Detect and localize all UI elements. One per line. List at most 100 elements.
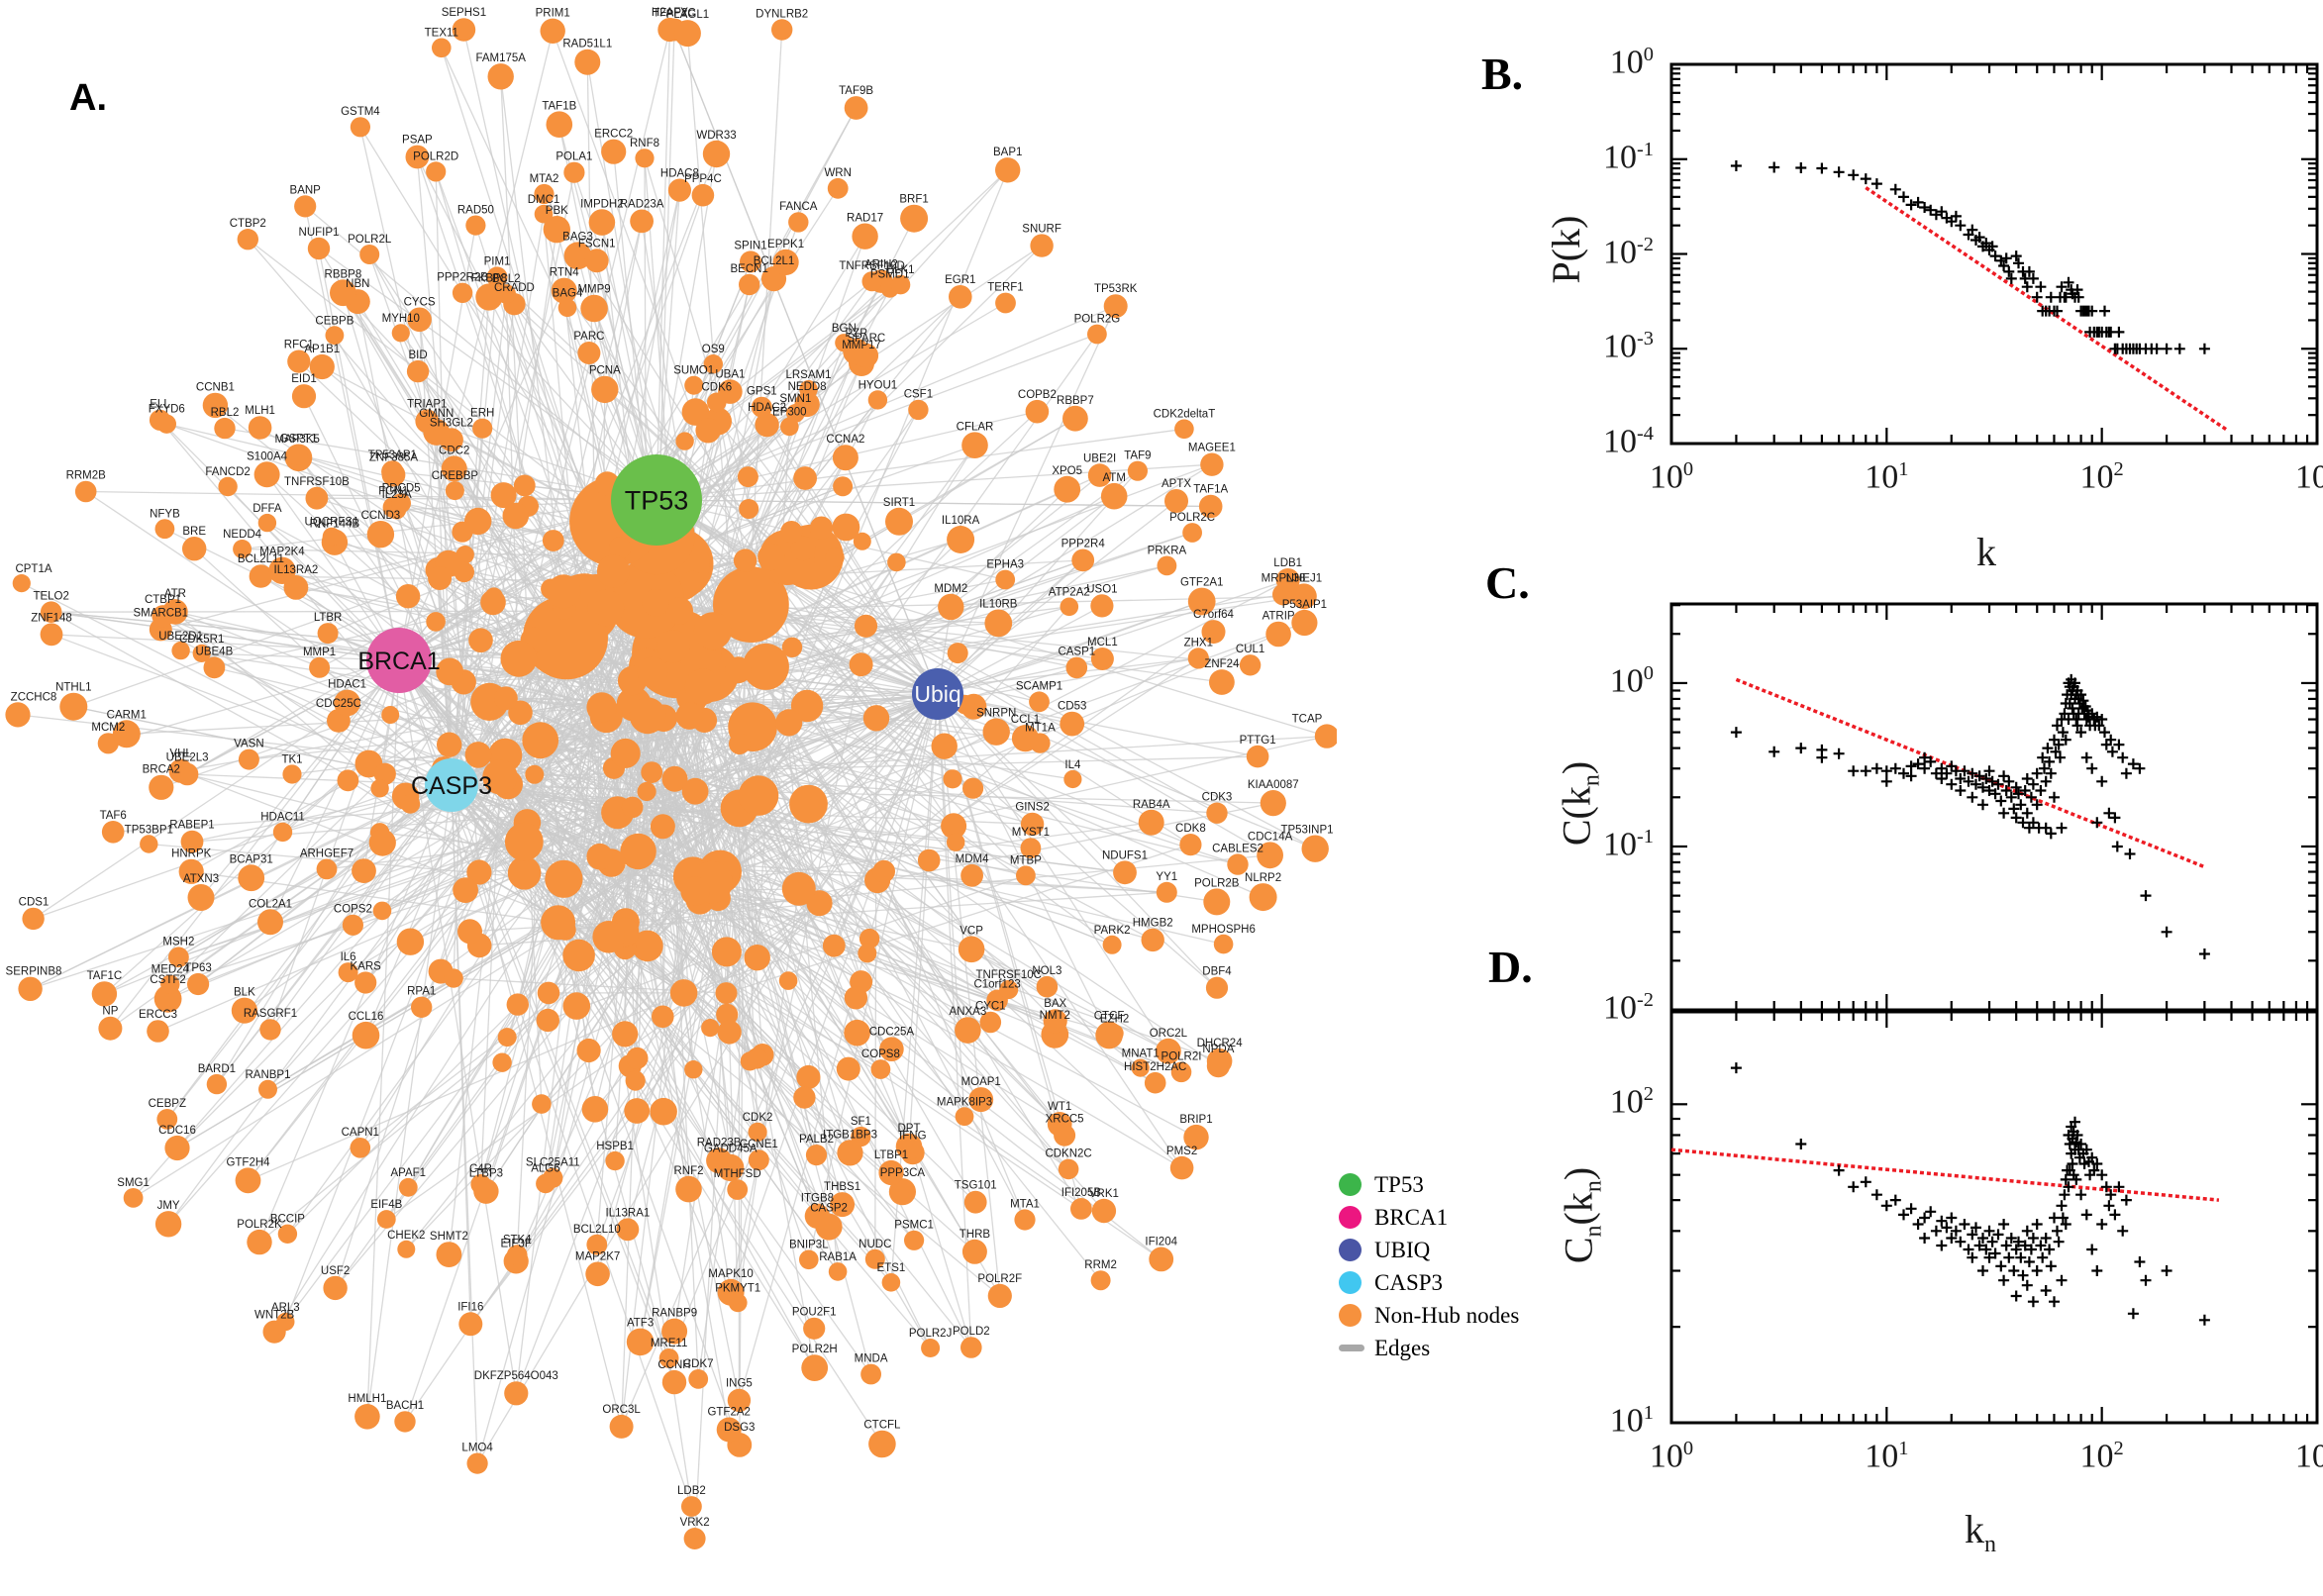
- network-edge: [656, 333, 1098, 501]
- network-node: [444, 968, 463, 988]
- network-node: [963, 1190, 987, 1214]
- network-node: [1149, 1247, 1174, 1272]
- network-node-label: BLK: [234, 987, 255, 999]
- network-node-label: ATM: [1102, 472, 1125, 484]
- network-edge: [478, 871, 684, 994]
- network-edge: [398, 31, 554, 661]
- network-node: [900, 204, 929, 233]
- network-node: [1054, 1124, 1076, 1147]
- network-edge: [526, 822, 815, 1330]
- network-node-label: TAF9B: [839, 85, 873, 97]
- network-edge: [453, 681, 464, 979]
- network-node-label: CDK2deltaT: [1154, 409, 1216, 421]
- network-node-label: ATXN3: [183, 873, 219, 885]
- network-node: [1156, 881, 1177, 903]
- network-node: [1060, 597, 1079, 617]
- network-edge: [937, 693, 1126, 873]
- network-node: [507, 856, 542, 890]
- network-edge: [656, 463, 1212, 501]
- network-edge: [667, 693, 939, 1359]
- network-edge: [656, 153, 718, 501]
- network-node-label: TAF1C: [87, 970, 123, 982]
- y-axis-label-c: C(kn): [1554, 760, 1605, 847]
- network-node-label: UBE2D1: [158, 631, 203, 643]
- x-tick-label: 103: [2294, 458, 2323, 496]
- network-node: [457, 919, 482, 945]
- network-node: [1301, 835, 1329, 862]
- network-node-label: HNRPK: [171, 848, 212, 860]
- network-node: [858, 944, 877, 963]
- network-node-label: NEDD4: [223, 529, 262, 541]
- network-node: [796, 1064, 821, 1090]
- network-edge: [247, 716, 607, 1181]
- network-node: [586, 692, 617, 723]
- network-node: [675, 1175, 702, 1203]
- network-node-label: BARD1: [198, 1063, 236, 1075]
- network-node: [506, 1245, 528, 1266]
- network-node-label: WT1: [1048, 1101, 1071, 1113]
- network-node-label: RAD50: [457, 205, 494, 217]
- network-node-label: ELK1: [886, 264, 914, 276]
- network-node: [391, 493, 411, 514]
- network-node: [1164, 489, 1188, 513]
- network-node: [253, 461, 280, 488]
- network-node-label: TP53INP1: [1280, 825, 1333, 837]
- network-node-label: MCM2: [91, 722, 125, 734]
- network-node: [1090, 648, 1114, 670]
- network-edge: [500, 76, 565, 609]
- network-node: [415, 409, 440, 434]
- network-node-label: CCNB1: [196, 382, 235, 394]
- network-node: [650, 1097, 677, 1126]
- network-node: [742, 643, 789, 690]
- network-node: [1187, 648, 1209, 669]
- network-node: [789, 784, 828, 824]
- network-node: [305, 486, 329, 510]
- network-node: [836, 1056, 860, 1081]
- network-node: [748, 1122, 767, 1142]
- network-node: [832, 445, 858, 471]
- network-edge: [730, 693, 939, 1293]
- network-node: [738, 775, 779, 816]
- network-edge: [435, 171, 565, 609]
- network-node: [1087, 324, 1107, 345]
- network-node-label: IFI16: [457, 1301, 483, 1313]
- network-node: [1291, 609, 1318, 637]
- network-node-label: CDK5R1: [179, 634, 224, 646]
- network-node: [718, 379, 743, 404]
- network-node-label: POLA1: [556, 151, 592, 163]
- network-node: [366, 521, 395, 549]
- network-node: [693, 612, 732, 650]
- network-node: [372, 901, 392, 921]
- network-edge: [874, 718, 877, 1259]
- network-node: [878, 1159, 904, 1186]
- network-node: [452, 282, 473, 303]
- network-node: [979, 1011, 1002, 1034]
- network-node: [354, 971, 377, 994]
- network-node: [1091, 1198, 1117, 1224]
- network-node: [862, 705, 890, 732]
- network-node: [475, 283, 503, 311]
- data-points: [1730, 1062, 2210, 1326]
- network-edge: [50, 611, 400, 661]
- network-node-label: DKFZP564O043: [474, 1370, 558, 1382]
- network-node: [844, 1019, 870, 1047]
- network-node: [187, 972, 210, 996]
- network-node-label: POLR2H: [792, 1344, 838, 1355]
- network-node-label: CEBPB: [315, 315, 354, 327]
- network-node-label: TELO2: [33, 591, 68, 603]
- network-node: [1205, 976, 1229, 999]
- network-node: [825, 548, 845, 567]
- network-node: [359, 245, 380, 264]
- network-node: [504, 822, 544, 861]
- network-node: [958, 936, 985, 963]
- network-node: [368, 829, 396, 856]
- network-node-label: CABLES2: [1212, 843, 1263, 854]
- network-node: [1200, 452, 1224, 476]
- network-edge: [505, 754, 884, 872]
- plot-frame: [1669, 602, 2319, 1012]
- network-node: [652, 1005, 674, 1029]
- network-node: [5, 702, 31, 728]
- network-node: [18, 976, 43, 1001]
- network-node: [955, 1107, 974, 1127]
- network-node: [123, 1188, 144, 1208]
